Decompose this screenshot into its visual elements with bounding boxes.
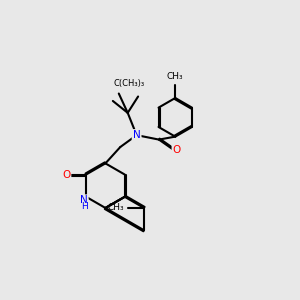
Text: N: N <box>80 195 88 206</box>
Text: N: N <box>133 130 140 140</box>
Text: CH₃: CH₃ <box>107 203 124 212</box>
Text: H: H <box>81 202 88 211</box>
Text: O: O <box>62 169 70 179</box>
Text: C(CH₃)₃: C(CH₃)₃ <box>114 80 145 88</box>
Text: CH₃: CH₃ <box>167 72 184 81</box>
Text: O: O <box>172 145 181 155</box>
